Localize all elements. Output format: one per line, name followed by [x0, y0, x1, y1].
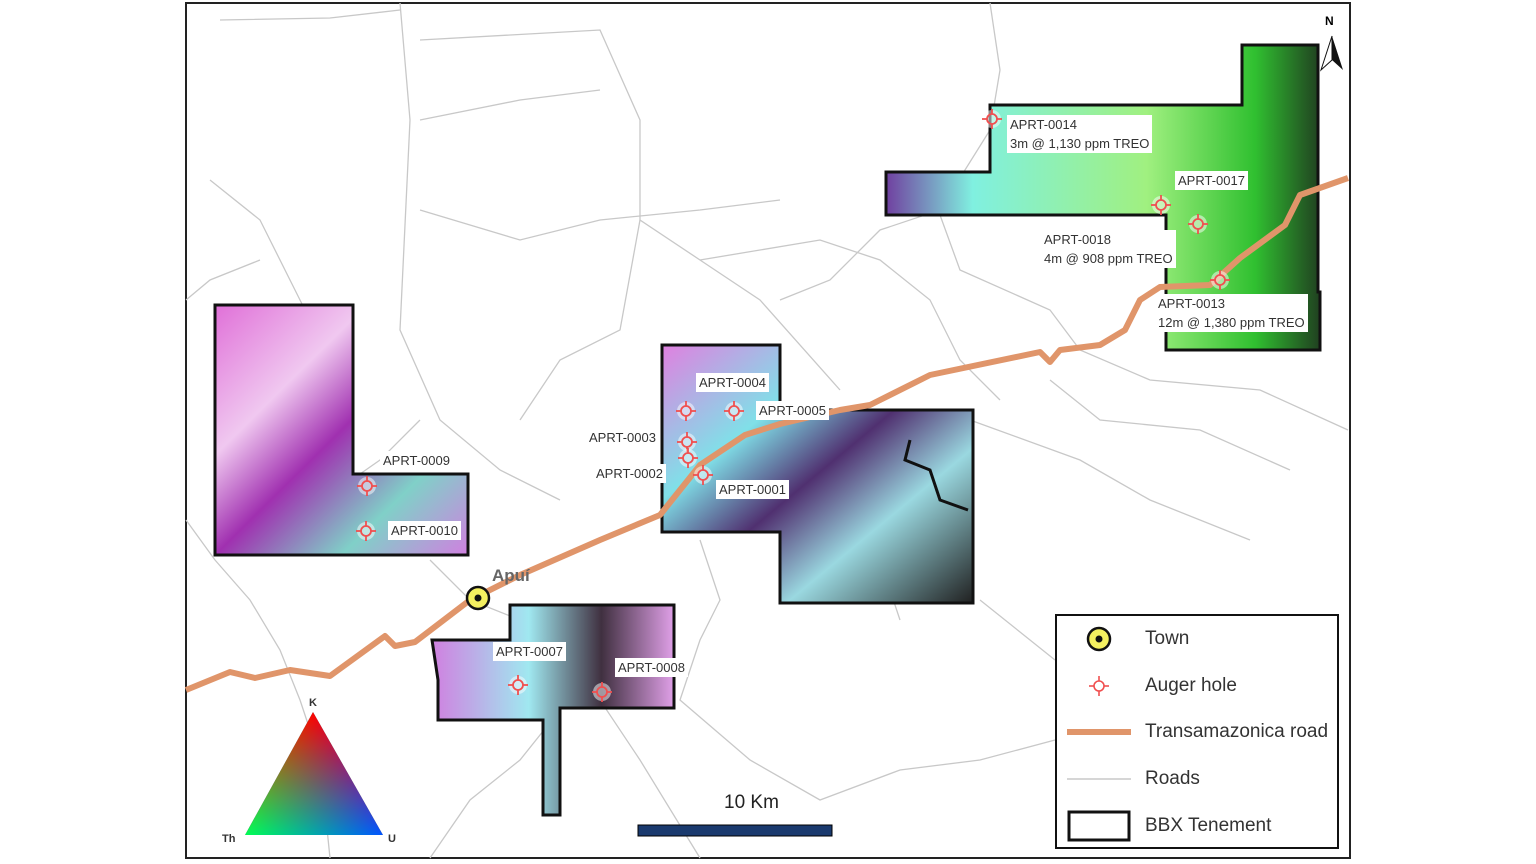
hole-id: APRT-0007	[496, 644, 563, 659]
hole-label: APRT-0017	[1175, 171, 1248, 190]
hole-label: APRT-0013 12m @ 1,380 ppm TREO	[1155, 294, 1308, 332]
auger-hole-icon[interactable]	[677, 432, 697, 452]
town-icon	[1086, 626, 1112, 652]
auger-hole-icon[interactable]	[724, 401, 744, 421]
auger-hole-icon[interactable]	[357, 476, 377, 496]
ternary-color-triangle	[245, 712, 383, 835]
north-arrow-icon	[1319, 35, 1343, 72]
tenement-south	[430, 603, 676, 817]
tenement-box-icon	[1067, 810, 1131, 842]
hole-label: APRT-0010	[388, 521, 461, 540]
roads-line-icon	[1067, 778, 1131, 780]
scale-bar-label: 10 Km	[724, 792, 779, 813]
tenement-west	[213, 303, 470, 557]
hole-label: APRT-0002	[593, 464, 666, 483]
hole-id: APRT-0003	[589, 430, 656, 445]
legend-item-bbx-tenement: BBX Tenement	[1057, 806, 1337, 846]
hole-id: APRT-0002	[596, 466, 663, 481]
hole-result: 4m @ 908 ppm TREO	[1044, 251, 1173, 266]
town-marker[interactable]	[465, 585, 491, 611]
hole-id: APRT-0001	[719, 482, 786, 497]
auger-hole-icon[interactable]	[678, 448, 698, 468]
auger-hole-icon[interactable]	[1188, 214, 1208, 234]
auger-hole-icon[interactable]	[592, 682, 612, 702]
auger-hole-icon[interactable]	[693, 465, 713, 485]
auger-hole-icon[interactable]	[508, 675, 528, 695]
auger-hole-icon[interactable]	[356, 521, 376, 541]
auger-hole-icon[interactable]	[1151, 195, 1171, 215]
legend-item-roads: Roads	[1057, 759, 1337, 799]
auger-hole-icon[interactable]	[1210, 270, 1230, 290]
hole-id: APRT-0014	[1010, 117, 1077, 132]
hole-result: 12m @ 1,380 ppm TREO	[1158, 315, 1305, 330]
hole-id: APRT-0017	[1178, 173, 1245, 188]
hole-label: APRT-0018 4m @ 908 ppm TREO	[1041, 230, 1176, 268]
hole-label: APRT-0014 3m @ 1,130 ppm TREO	[1007, 115, 1153, 153]
legend-item-transamazonica-road: Transamazonica road	[1057, 712, 1337, 752]
hole-label: APRT-0005	[756, 401, 829, 420]
legend-item-auger-hole: Auger hole	[1057, 666, 1337, 706]
legend-item-town: Town	[1057, 619, 1337, 659]
hole-result: 3m @ 1,130 ppm TREO	[1010, 136, 1150, 151]
hole-id: APRT-0005	[759, 403, 826, 418]
map-legend: Town Auger hole Transamazonica road Road…	[1055, 614, 1339, 849]
ternary-u-label: U	[388, 833, 396, 845]
hole-label: APRT-0003	[586, 428, 659, 447]
hole-label: APRT-0009	[380, 451, 453, 470]
hole-label: APRT-0007	[493, 642, 566, 661]
auger-hole-icon[interactable]	[676, 401, 696, 421]
hole-label: APRT-0008	[615, 658, 688, 677]
hole-label: APRT-0001	[716, 480, 789, 499]
hole-id: APRT-0004	[699, 375, 766, 390]
auger-hole-icon[interactable]	[982, 109, 1002, 129]
hole-id: APRT-0009	[383, 453, 450, 468]
hole-label: APRT-0004	[696, 373, 769, 392]
ternary-th-label: Th	[222, 833, 236, 845]
town-label: Apuí	[492, 566, 530, 585]
road-line-icon	[1067, 729, 1131, 735]
north-label: N	[1325, 14, 1334, 28]
hole-id: APRT-0013	[1158, 296, 1225, 311]
hole-id: APRT-0010	[391, 523, 458, 538]
hole-id: APRT-0018	[1044, 232, 1111, 247]
scale-bar	[637, 824, 833, 837]
ternary-k-label: K	[309, 697, 317, 709]
auger-hole-icon	[1089, 676, 1109, 696]
hole-id: APRT-0008	[618, 660, 685, 675]
